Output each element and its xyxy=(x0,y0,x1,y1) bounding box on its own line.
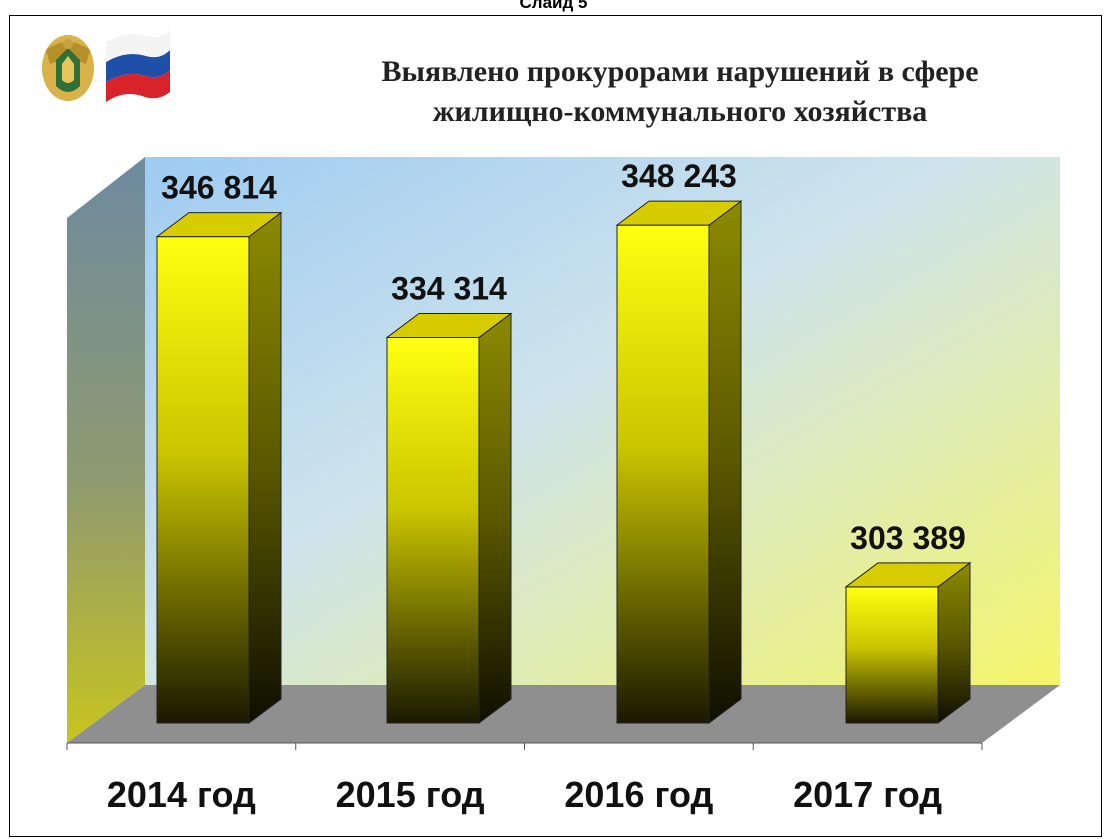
bar-front xyxy=(845,586,939,724)
value-label-2: 348 243 xyxy=(621,158,737,194)
category-label-3: 2017 год xyxy=(793,774,942,815)
value-label-3: 303 389 xyxy=(850,520,966,556)
prosecutor-emblem xyxy=(36,30,176,106)
bar-front xyxy=(386,336,480,724)
chart-title: Выявлено прокурорами нарушений в сфере ж… xyxy=(290,52,1070,132)
chart-side-wall xyxy=(67,157,145,743)
bar-top xyxy=(155,212,283,238)
bar-side xyxy=(478,312,512,724)
bar-top xyxy=(844,562,972,588)
slide-label: Слайд 5 xyxy=(519,0,588,12)
chart-title-line-1: Выявлено прокурорами нарушений в сфере xyxy=(381,55,979,88)
category-label-2: 2016 год xyxy=(564,774,713,815)
bar-2 xyxy=(615,200,743,724)
bars-group xyxy=(155,200,972,724)
bar-side xyxy=(708,200,742,724)
chart-title-line-2: жилищно-коммунального хозяйства xyxy=(432,95,928,128)
value-label-1: 334 314 xyxy=(391,270,507,306)
labels-group: 346 814 2014 год 334 314 2015 год 348 243 201… xyxy=(107,158,966,815)
x-ticks-group xyxy=(66,743,983,750)
bar-top xyxy=(385,312,513,338)
bar-top xyxy=(615,200,743,226)
category-label-1: 2015 год xyxy=(336,774,485,815)
bar-1 xyxy=(385,312,513,724)
bar-side xyxy=(937,561,971,724)
bar-3 xyxy=(844,561,972,724)
category-label-0: 2014 год xyxy=(107,774,256,815)
bar-0 xyxy=(155,211,283,724)
chart-back-wall xyxy=(145,157,1060,685)
bar-front xyxy=(616,224,710,724)
chart-floor xyxy=(67,685,1060,743)
value-label-0: 346 814 xyxy=(161,170,277,206)
bar-front xyxy=(156,236,250,724)
bar-side xyxy=(248,211,282,724)
